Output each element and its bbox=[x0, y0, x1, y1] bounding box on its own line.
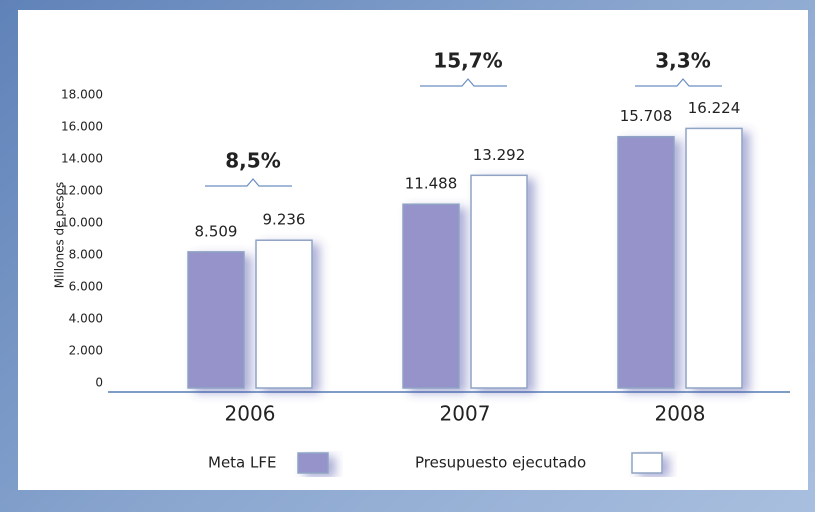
y-axis-label: Millones de pesos bbox=[53, 182, 67, 288]
legend-label: Meta LFE bbox=[208, 454, 276, 472]
x-tick-label: 2007 bbox=[440, 402, 491, 426]
value-label: 15.708 bbox=[620, 107, 673, 125]
bar bbox=[470, 174, 528, 389]
y-tick-label: 18.000 bbox=[61, 88, 103, 102]
legend-swatch bbox=[631, 452, 663, 474]
annotation-bracket bbox=[635, 78, 722, 87]
legend-swatch bbox=[297, 452, 329, 474]
y-tick-label: 10.000 bbox=[61, 216, 103, 230]
bar bbox=[402, 203, 460, 389]
bar bbox=[617, 135, 675, 389]
y-tick-label: 6.000 bbox=[69, 280, 103, 294]
y-tick-label: 0 bbox=[95, 376, 103, 390]
y-tick-label: 4.000 bbox=[69, 312, 103, 326]
y-tick-label: 2.000 bbox=[69, 344, 103, 358]
bar bbox=[685, 127, 743, 389]
growth-annotation: 15,7% bbox=[433, 49, 502, 73]
bar bbox=[255, 239, 313, 389]
growth-annotation: 8,5% bbox=[225, 149, 280, 173]
x-tick-label: 2006 bbox=[225, 402, 276, 426]
y-tick-label: 14.000 bbox=[61, 152, 103, 166]
value-label: 16.224 bbox=[688, 99, 741, 117]
value-label: 11.488 bbox=[405, 175, 458, 193]
value-label: 9.236 bbox=[263, 211, 306, 229]
x-tick-label: 2008 bbox=[655, 402, 706, 426]
annotation-bracket bbox=[420, 78, 507, 87]
y-tick-label: 16.000 bbox=[61, 120, 103, 134]
value-label: 8.509 bbox=[195, 222, 238, 240]
bar bbox=[187, 251, 245, 389]
legend-label: Presupuesto ejecutado bbox=[415, 454, 586, 472]
growth-annotation: 3,3% bbox=[655, 49, 710, 73]
y-tick-label: 8.000 bbox=[69, 248, 103, 262]
y-tick-label: 12.000 bbox=[61, 184, 103, 198]
value-label: 13.292 bbox=[473, 146, 526, 164]
annotation-bracket bbox=[205, 178, 292, 187]
